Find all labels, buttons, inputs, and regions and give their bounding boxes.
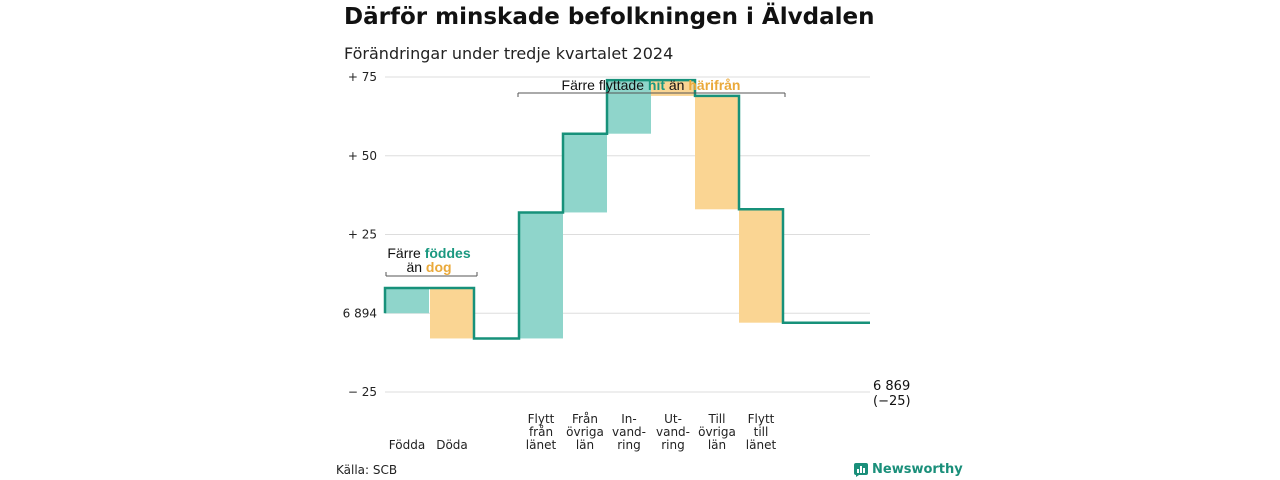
category-label-line: vand- xyxy=(656,425,690,439)
annotation-part: än xyxy=(406,259,425,275)
bar-1 xyxy=(385,288,429,314)
source-note: Källa: SCB xyxy=(336,463,398,477)
chart-subtitle: Förändringar under tredje kvartalet 2024 xyxy=(344,44,674,63)
category-label-line: länet xyxy=(526,438,557,452)
y-tick-label: 6 894 xyxy=(343,306,377,320)
annotation-part: Färre xyxy=(387,245,424,261)
category-label-line: Födda xyxy=(389,438,425,452)
category-label-line: övriga xyxy=(698,425,736,439)
category-label: Till övriga län xyxy=(698,412,736,452)
end-value-label: (−25) xyxy=(873,394,911,409)
category-label: Ut-vand-ring xyxy=(656,412,690,452)
annotation-part: än xyxy=(665,77,688,93)
y-tick-label: + 50 xyxy=(348,149,377,163)
annotation-births-line2: än dog xyxy=(406,259,451,275)
category-label-line: län xyxy=(576,438,594,452)
bar-6 xyxy=(651,80,695,96)
annotation-migration: Färre flyttade hit än härifrån xyxy=(562,77,741,93)
bar-5 xyxy=(607,80,651,134)
category-label-line: övriga xyxy=(566,425,604,439)
category-label-line: län xyxy=(708,438,726,452)
category-label-line: Flytt xyxy=(528,412,555,426)
category-label: Från övriga län xyxy=(566,412,604,452)
category-label-line: Döda xyxy=(436,438,468,452)
category-label-line: Flytt xyxy=(748,412,775,426)
category-label-line: In- xyxy=(621,412,636,426)
brand-name: Newsworthy xyxy=(872,462,963,477)
category-label-line: länet xyxy=(746,438,777,452)
category-label: In-vand-ring xyxy=(612,412,646,452)
bar-8 xyxy=(739,209,783,323)
category-label-line: Till xyxy=(708,412,726,426)
category-label-line: till xyxy=(754,425,769,439)
annotation-part: härifrån xyxy=(688,77,740,93)
annotation-part: föddes xyxy=(425,245,471,261)
chart-title: Därför minskade befolkningen i Älvdalen xyxy=(344,4,875,30)
category-label-line: ring xyxy=(617,438,641,452)
cumulative-step-line xyxy=(383,78,870,340)
category-label: Döda xyxy=(436,438,468,452)
category-label: Födda xyxy=(389,438,425,452)
y-tick-label: + 25 xyxy=(348,228,377,242)
category-label-line: Ut- xyxy=(664,412,682,426)
brand-logo: Newsworthy xyxy=(854,462,963,477)
category-label: Flytt till länet xyxy=(746,412,777,452)
category-label-line: vand- xyxy=(612,425,646,439)
category-label-line: ring xyxy=(661,438,685,452)
y-tick-label: + 75 xyxy=(348,70,377,84)
end-value-label: 6 869 xyxy=(873,379,910,394)
category-label-line: från xyxy=(529,425,553,439)
bar-3 xyxy=(519,212,563,339)
bar-2 xyxy=(430,288,474,339)
category-label-line: Från xyxy=(572,412,598,426)
annotation-part: dog xyxy=(426,259,452,275)
category-label: Flytt från länet xyxy=(526,412,557,452)
annotation-part: Färre flyttade xyxy=(562,77,648,93)
bar-7 xyxy=(695,95,739,210)
bar-chart-logo-icon xyxy=(854,462,868,477)
y-tick-label: − 25 xyxy=(348,385,377,399)
annotation-births-line1: Färre föddes xyxy=(387,245,470,261)
bar-4 xyxy=(563,133,607,213)
annotation-part: hit xyxy=(648,77,665,93)
